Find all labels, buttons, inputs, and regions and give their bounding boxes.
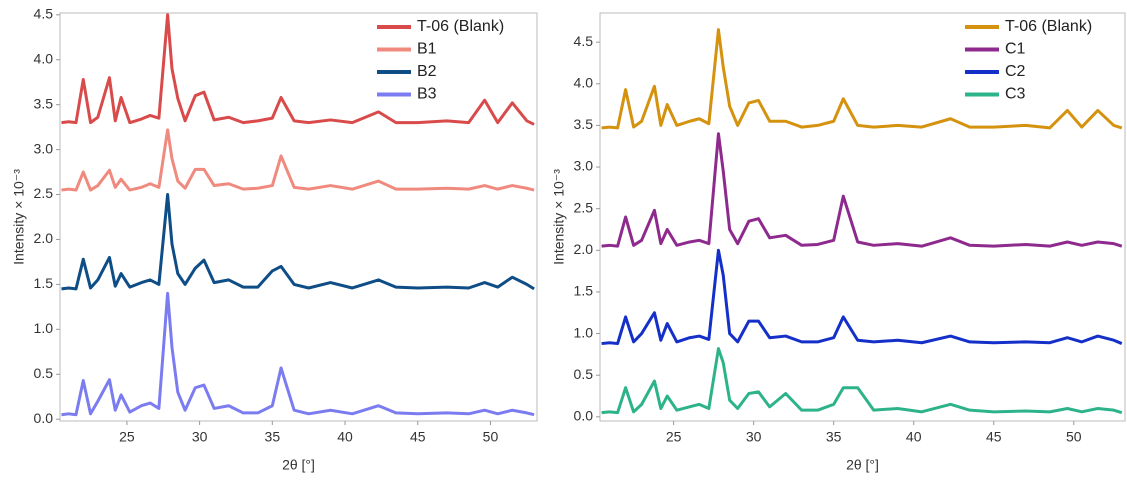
- legend-label: B3: [417, 86, 437, 103]
- y-tick-label: 1.0: [34, 320, 54, 336]
- x-tick-label: 40: [906, 429, 922, 445]
- legend-label: B2: [417, 63, 437, 80]
- data-line: [601, 347, 1123, 415]
- x-tick-label: 30: [746, 429, 762, 445]
- legend-label: T-06 (Blank): [1005, 18, 1092, 35]
- x-axis-label: 2θ [°]: [282, 457, 315, 473]
- y-tick-label: 1.5: [34, 275, 54, 291]
- x-tick-label: 30: [192, 429, 208, 445]
- plot-frame: [599, 12, 1126, 422]
- x-tick-label: 35: [826, 429, 842, 445]
- legend-label: C1: [1005, 41, 1026, 58]
- x-tick-label: 45: [986, 429, 1002, 445]
- y-tick-label: 4.0: [34, 50, 54, 66]
- y-tick-label: 2.5: [34, 185, 54, 201]
- x-tick-label: 50: [483, 429, 499, 445]
- data-line: [601, 28, 1123, 130]
- y-tick-label: 0.0: [34, 410, 54, 426]
- y-tick-label: 3.5: [574, 116, 594, 132]
- x-axis-label: 2θ [°]: [846, 457, 879, 473]
- data-line: [601, 132, 1123, 248]
- plot-frame: [59, 12, 538, 422]
- x-tick-label: 25: [119, 429, 135, 445]
- y-axis-label: Intensity × 10⁻³: [551, 169, 567, 265]
- data-line: [61, 13, 535, 126]
- data-line: [61, 128, 535, 192]
- y-tick-label: 3.5: [34, 95, 54, 111]
- x-tick-label: 35: [265, 429, 281, 445]
- data-line: [61, 193, 535, 291]
- y-tick-label: 4.5: [574, 33, 594, 49]
- y-tick-label: 4.5: [34, 6, 54, 22]
- y-tick-label: 1.0: [574, 324, 594, 340]
- legend-label: C3: [1005, 86, 1026, 103]
- legend-label: B1: [417, 41, 437, 58]
- x-tick-label: 25: [666, 429, 682, 445]
- y-tick-label: 2.5: [574, 199, 594, 215]
- y-tick-label: 0.0: [574, 408, 594, 424]
- x-tick-label: 50: [1066, 429, 1082, 445]
- legend-label: T-06 (Blank): [417, 18, 504, 35]
- y-axis-label: Intensity × 10⁻³: [11, 169, 27, 265]
- y-tick-label: 2.0: [574, 241, 594, 257]
- x-tick-label: 45: [410, 429, 426, 445]
- y-tick-label: 4.0: [574, 74, 594, 90]
- y-tick-label: 0.5: [574, 366, 594, 382]
- y-tick-label: 3.0: [34, 140, 54, 156]
- y-tick-label: 3.0: [574, 158, 594, 174]
- y-tick-label: 0.5: [34, 365, 54, 381]
- y-tick-label: 1.5: [574, 283, 594, 299]
- legend-label: C2: [1005, 63, 1026, 80]
- x-tick-label: 40: [337, 429, 353, 445]
- data-line: [61, 291, 535, 417]
- data-line: [601, 248, 1123, 346]
- y-tick-label: 2.0: [34, 230, 54, 246]
